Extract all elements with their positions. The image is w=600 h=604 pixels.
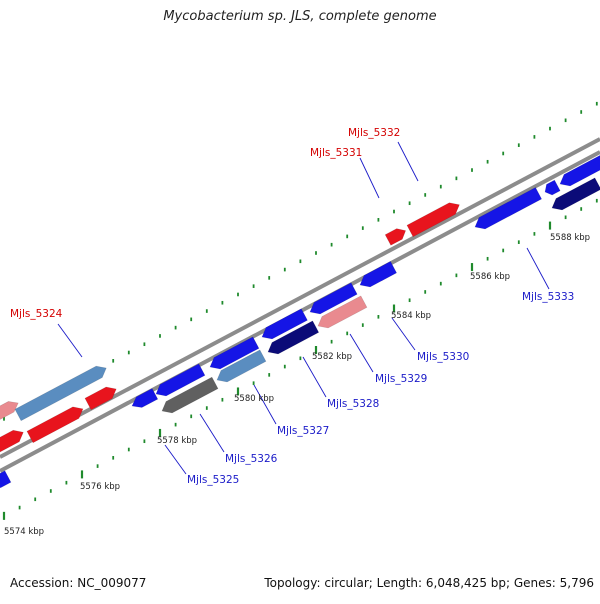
gene-forward[interactable] (26, 403, 86, 444)
gene-reverse[interactable] (307, 282, 358, 318)
gene-label-mjls-5331[interactable]: Mjls_5331 (310, 147, 362, 159)
gene-mjls-5329-shape[interactable] (315, 295, 368, 332)
genome-summary: Topology: circular; Length: 6,048,425 bp… (264, 576, 594, 590)
gene-track (0, 154, 600, 491)
gene-mjls-5330-shape[interactable] (357, 261, 398, 290)
gene-mjls-5333-shape[interactable] (472, 187, 543, 232)
scale-labels: 5574 kbp 5576 kbp 5578 kbp 5580 kbp 5582… (4, 233, 590, 537)
gene-reverse-shape[interactable] (542, 179, 561, 197)
gene-mjls-5333[interactable] (472, 187, 543, 232)
gene-reverse-shape[interactable] (307, 282, 358, 318)
gene-reverse[interactable] (0, 470, 12, 491)
backbone (0, 137, 600, 473)
gene-label-mjls-5327[interactable]: Mjls_5327 (277, 425, 329, 437)
label-leader (199, 413, 225, 453)
gene-mjls-5331[interactable] (384, 225, 408, 246)
gene-mjls-5325[interactable] (153, 363, 206, 400)
gene-mjls-5332-shape[interactable] (406, 199, 463, 238)
gene-mjls-5326[interactable] (159, 376, 219, 417)
gene-reverse-shape[interactable] (207, 336, 260, 373)
gene-mjls-5327-shape[interactable] (214, 349, 267, 386)
gene-reverse[interactable] (129, 388, 159, 411)
gene-reverse-shape[interactable] (549, 177, 600, 214)
gene-forward[interactable] (0, 426, 26, 458)
scale-label: 5584 kbp (391, 311, 431, 321)
scale-label: 5586 kbp (470, 272, 510, 282)
gene-forward-shape[interactable] (84, 383, 119, 411)
gene-forward-shape[interactable] (0, 426, 26, 458)
label-leader (526, 247, 550, 290)
label-leader (164, 444, 187, 475)
gene-mjls-5330[interactable] (357, 261, 398, 290)
scale-label: 5588 kbp (550, 233, 590, 243)
gene-mjls-5331-shape[interactable] (384, 225, 408, 246)
gene-label-mjls-5328[interactable]: Mjls_5328 (327, 398, 379, 410)
gene-labels: Mjls_5324 Mjls_5325 Mjls_5326 Mjls_5327 … (10, 127, 574, 486)
gene-forward-pseudo-shape[interactable] (0, 398, 21, 424)
gene-mjls-5329[interactable] (315, 295, 368, 332)
label-leaders (57, 141, 550, 475)
gene-mjls-5328-shape[interactable] (265, 320, 320, 358)
gene-mjls-5325-shape[interactable] (153, 363, 206, 400)
gene-mjls-5326-shape[interactable] (159, 376, 219, 417)
scale-label: 5578 kbp (157, 436, 197, 446)
gene-forward-shape[interactable] (26, 403, 86, 444)
gene-label-mjls-5324[interactable]: Mjls_5324 (10, 308, 63, 320)
scale-label: 5574 kbp (4, 527, 44, 537)
gene-mjls-5324-shape[interactable] (14, 362, 109, 422)
gene-forward[interactable] (84, 383, 119, 411)
gene-mjls-5327[interactable] (214, 349, 267, 386)
label-leader (349, 333, 374, 373)
gene-reverse[interactable] (207, 336, 260, 373)
label-leader (57, 323, 83, 358)
label-leader (302, 356, 327, 398)
backbone-line (0, 137, 600, 459)
gene-reverse-shape[interactable] (129, 388, 159, 411)
gene-reverse[interactable] (542, 179, 561, 197)
gene-reverse[interactable] (549, 177, 600, 214)
gene-label-mjls-5330[interactable]: Mjls_5330 (417, 351, 469, 363)
scale-label: 5580 kbp (234, 394, 274, 404)
gene-reverse[interactable] (259, 308, 308, 343)
gene-mjls-5324[interactable] (14, 362, 109, 422)
gene-label-mjls-5333[interactable]: Mjls_5333 (522, 291, 574, 303)
gene-label-mjls-5325[interactable]: Mjls_5325 (187, 474, 239, 486)
accession-text: Accession: NC_009077 (10, 576, 147, 590)
map-title: Mycobacterium sp. JLS, complete genome (163, 9, 437, 24)
gene-forward-pseudo[interactable] (0, 398, 21, 424)
gene-reverse-shape[interactable] (259, 308, 308, 343)
label-leader (253, 384, 277, 425)
gene-reverse-shape[interactable] (557, 154, 600, 190)
gene-label-mjls-5326[interactable]: Mjls_5326 (225, 453, 278, 465)
label-leader (397, 141, 419, 182)
label-leader (359, 157, 380, 199)
label-leader (391, 317, 416, 351)
gene-reverse-shape[interactable] (0, 470, 12, 491)
gene-label-mjls-5332[interactable]: Mjls_5332 (348, 127, 400, 139)
gene-mjls-5332[interactable] (406, 199, 463, 238)
gene-label-mjls-5329[interactable]: Mjls_5329 (375, 373, 427, 385)
scale-label: 5582 kbp (312, 352, 352, 362)
gene-mjls-5328[interactable] (265, 320, 320, 358)
scale-label: 5576 kbp (80, 482, 120, 492)
gene-reverse[interactable] (557, 154, 600, 190)
